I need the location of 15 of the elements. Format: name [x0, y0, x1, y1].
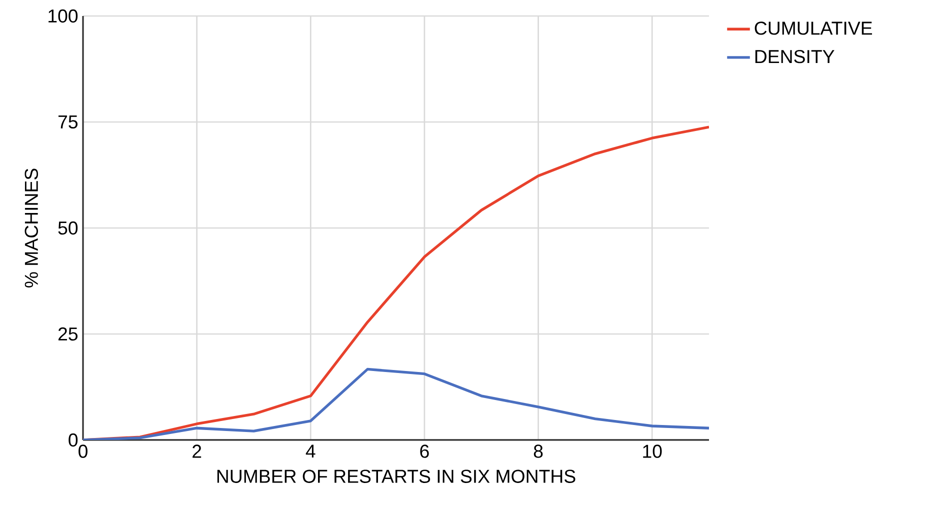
x-tick-label: 2 — [192, 444, 202, 458]
y-tick-label: 25 — [58, 327, 78, 341]
y-axis-title: % MACHINES — [24, 168, 38, 288]
x-tick-label: 0 — [78, 444, 88, 458]
y-tick-label: 75 — [58, 115, 78, 129]
x-tick-label: 8 — [534, 444, 543, 458]
legend-label: DENSITY — [755, 50, 834, 64]
x-tick-label: 4 — [306, 444, 316, 458]
x-tick-label: 10 — [643, 444, 662, 458]
x-tick-label: 6 — [420, 444, 429, 458]
y-tick-label: 50 — [58, 221, 78, 235]
legend-label: CUMULATIVE — [754, 22, 872, 35]
y-tick-label: 0 — [68, 433, 78, 447]
x-axis-title: NUMBER OF RESTARTS IN SIX MONTHS — [217, 470, 576, 483]
y-tick-label: 100 — [48, 9, 78, 23]
